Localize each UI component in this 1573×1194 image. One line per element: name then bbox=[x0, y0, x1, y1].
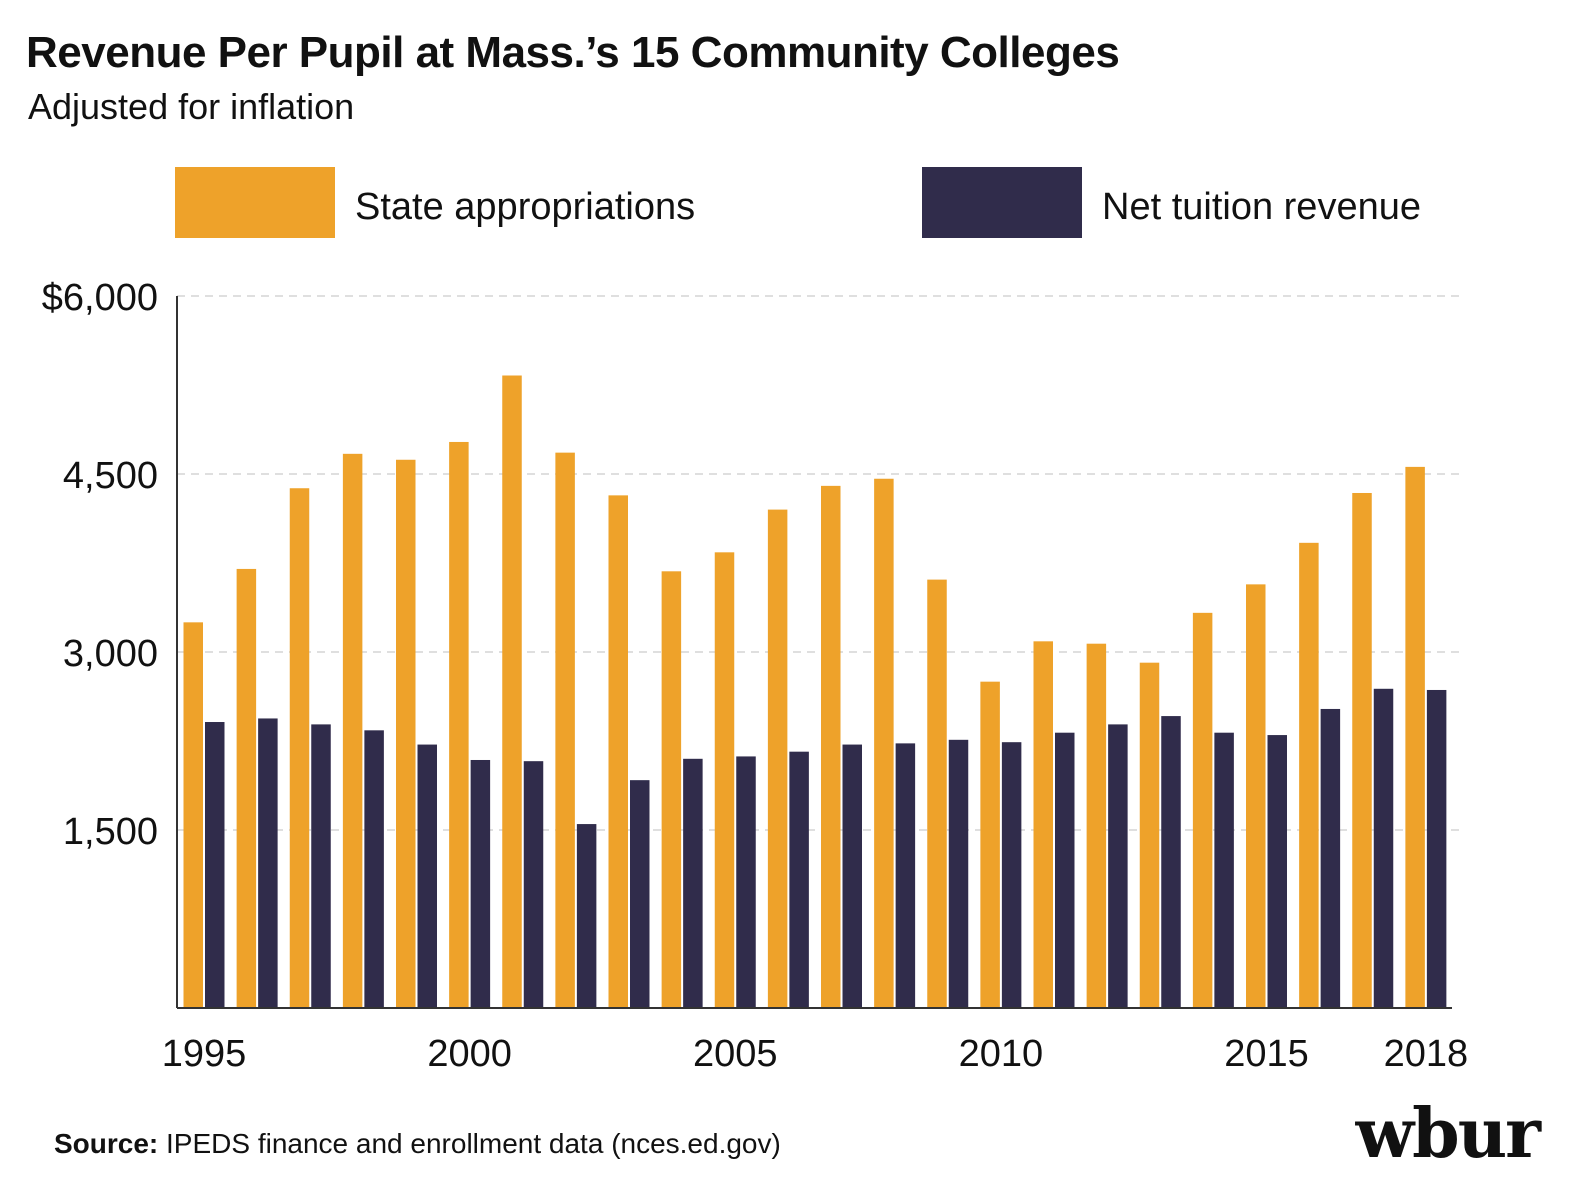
bar-state-2003 bbox=[608, 495, 628, 1008]
bar-tuition-2014 bbox=[1214, 732, 1234, 1008]
bar-tuition-2005 bbox=[736, 756, 756, 1008]
bar-state-2002 bbox=[555, 452, 575, 1008]
bar-tuition-2006 bbox=[789, 751, 809, 1008]
bar-tuition-2016 bbox=[1320, 708, 1341, 1008]
y-axis-labels: $6,000 4,500 3,000 1,500 bbox=[42, 277, 158, 853]
bar-tuition-1999 bbox=[417, 744, 437, 1008]
y-tick-label: 4,500 bbox=[63, 455, 158, 497]
x-tick-label: 2010 bbox=[959, 1033, 1044, 1075]
bar-tuition-2008 bbox=[895, 743, 916, 1008]
bar-state-2007 bbox=[821, 485, 841, 1008]
x-tick-label: 1995 bbox=[162, 1033, 247, 1075]
bar-tuition-1995 bbox=[205, 722, 225, 1008]
bar-state-2001 bbox=[502, 375, 522, 1008]
bar-tuition-2012 bbox=[1108, 724, 1128, 1008]
bar-tuition-2015 bbox=[1267, 735, 1287, 1008]
bar-tuition-1996 bbox=[258, 718, 278, 1008]
bar-tuition-2011 bbox=[1055, 732, 1075, 1008]
bar-tuition-2018 bbox=[1426, 689, 1447, 1008]
bar-state-1995 bbox=[183, 622, 203, 1008]
bar-state-2004 bbox=[661, 571, 682, 1008]
bar-state-2010 bbox=[980, 681, 1000, 1008]
bar-tuition-1998 bbox=[364, 730, 384, 1008]
legend-swatch-tuition bbox=[922, 167, 1082, 238]
bar-state-2017 bbox=[1352, 492, 1372, 1008]
y-tick-label: $6,000 bbox=[42, 277, 158, 319]
bar-state-1996 bbox=[236, 568, 257, 1008]
bar-tuition-1997 bbox=[311, 724, 331, 1008]
legend-label-state: State appropriations bbox=[355, 186, 695, 228]
source-note: Source: IPEDS finance and enrollment dat… bbox=[54, 1128, 781, 1160]
bar-state-1999 bbox=[396, 459, 416, 1008]
y-tick-label: 3,000 bbox=[63, 633, 158, 675]
bar-tuition-2004 bbox=[683, 758, 703, 1008]
x-tick-label: 2018 bbox=[1384, 1033, 1469, 1075]
bars bbox=[183, 375, 1447, 1009]
bar-state-2013 bbox=[1139, 662, 1160, 1008]
bar-state-2008 bbox=[874, 478, 894, 1008]
wbur-logo: wbur bbox=[1355, 1094, 1541, 1174]
bar-state-2012 bbox=[1086, 643, 1107, 1008]
bar-tuition-2002 bbox=[576, 824, 597, 1008]
x-axis-labels: 1995 2000 2005 2010 2015 2018 bbox=[162, 1033, 1468, 1075]
bar-state-2000 bbox=[449, 441, 469, 1009]
bar-tuition-2001 bbox=[523, 761, 544, 1008]
bar-tuition-2003 bbox=[630, 780, 650, 1008]
bar-chart: State appropriations Net tuition revenue… bbox=[42, 167, 1468, 1075]
bar-state-2015 bbox=[1246, 584, 1266, 1008]
axes bbox=[176, 296, 1452, 1009]
legend: State appropriations Net tuition revenue bbox=[175, 167, 1421, 238]
bar-tuition-2013 bbox=[1161, 716, 1181, 1008]
bar-tuition-2010 bbox=[1001, 742, 1022, 1008]
x-tick-label: 2015 bbox=[1224, 1033, 1309, 1075]
bar-state-2011 bbox=[1033, 641, 1053, 1008]
bar-state-1997 bbox=[289, 488, 310, 1008]
bar-tuition-2007 bbox=[842, 744, 862, 1008]
legend-swatch-state bbox=[175, 167, 335, 238]
bar-state-2016 bbox=[1299, 542, 1319, 1008]
chart-title: Revenue Per Pupil at Mass.’s 15 Communit… bbox=[26, 28, 1120, 77]
bar-state-1998 bbox=[342, 453, 363, 1008]
bar-state-2014 bbox=[1192, 612, 1213, 1008]
bar-state-2009 bbox=[927, 579, 947, 1008]
source-text: IPEDS finance and enrollment data (nces.… bbox=[166, 1128, 781, 1159]
bar-tuition-2017 bbox=[1373, 688, 1394, 1008]
y-tick-label: 1,500 bbox=[63, 811, 158, 853]
x-tick-label: 2000 bbox=[427, 1033, 512, 1075]
bar-state-2006 bbox=[767, 509, 788, 1008]
bar-state-2005 bbox=[714, 552, 735, 1008]
source-label: Source: bbox=[54, 1128, 159, 1159]
bar-tuition-2000 bbox=[470, 759, 491, 1008]
legend-label-tuition: Net tuition revenue bbox=[1102, 186, 1421, 228]
x-tick-label: 2005 bbox=[693, 1033, 778, 1075]
bar-state-2018 bbox=[1405, 466, 1425, 1008]
chart-subtitle: Adjusted for inflation bbox=[28, 86, 355, 127]
bar-tuition-2009 bbox=[948, 739, 969, 1008]
